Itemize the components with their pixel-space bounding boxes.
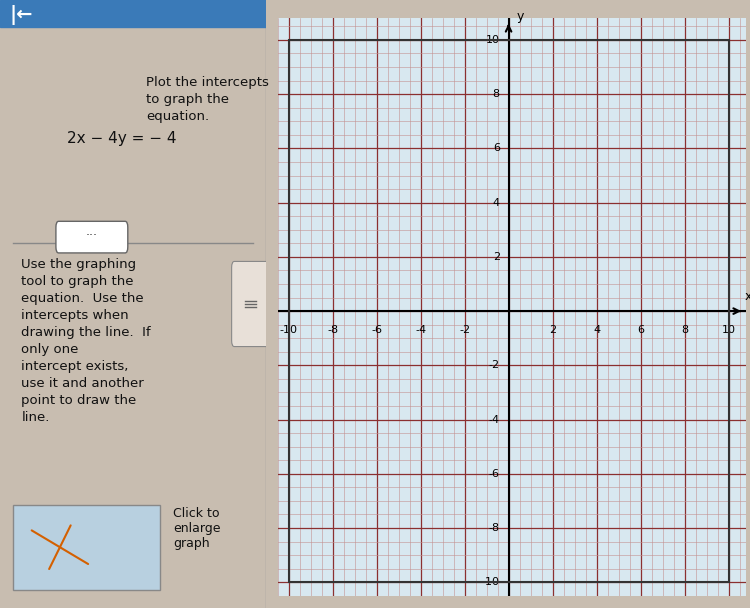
Text: |←: |←	[10, 5, 33, 25]
Bar	[0, 0, 266, 27]
Text: -10: -10	[482, 577, 500, 587]
Text: 6: 6	[637, 325, 644, 334]
Text: 4: 4	[593, 325, 600, 334]
Text: ···: ···	[86, 229, 98, 243]
Text: -2: -2	[489, 361, 500, 370]
FancyBboxPatch shape	[56, 221, 128, 253]
Bar	[13, 505, 160, 590]
Text: 10: 10	[722, 325, 736, 334]
Text: 4: 4	[493, 198, 500, 208]
Text: 2: 2	[549, 325, 556, 334]
Text: -4: -4	[489, 415, 500, 424]
Text: Use the graphing
tool to graph the
equation.  Use the
intercepts when
drawing th: Use the graphing tool to graph the equat…	[21, 258, 151, 424]
Text: 8: 8	[681, 325, 688, 334]
Text: -10: -10	[280, 325, 298, 334]
Text: -8: -8	[327, 325, 338, 334]
Text: Plot the intercepts
to graph the
equation.: Plot the intercepts to graph the equatio…	[146, 76, 269, 123]
FancyBboxPatch shape	[232, 261, 269, 347]
Text: -8: -8	[489, 523, 500, 533]
Text: 8: 8	[493, 89, 500, 99]
Text: 2x − 4y = − 4: 2x − 4y = − 4	[67, 131, 176, 146]
Text: 6: 6	[493, 143, 500, 153]
Text: y: y	[516, 10, 524, 23]
Text: 2: 2	[493, 252, 500, 262]
Text: -6: -6	[371, 325, 382, 334]
Text: -2: -2	[459, 325, 470, 334]
Text: x: x	[745, 290, 750, 303]
Text: -4: -4	[415, 325, 426, 334]
Text: Click to
enlarge
graph: Click to enlarge graph	[173, 508, 220, 550]
Text: 10: 10	[486, 35, 500, 45]
Text: -6: -6	[489, 469, 500, 479]
